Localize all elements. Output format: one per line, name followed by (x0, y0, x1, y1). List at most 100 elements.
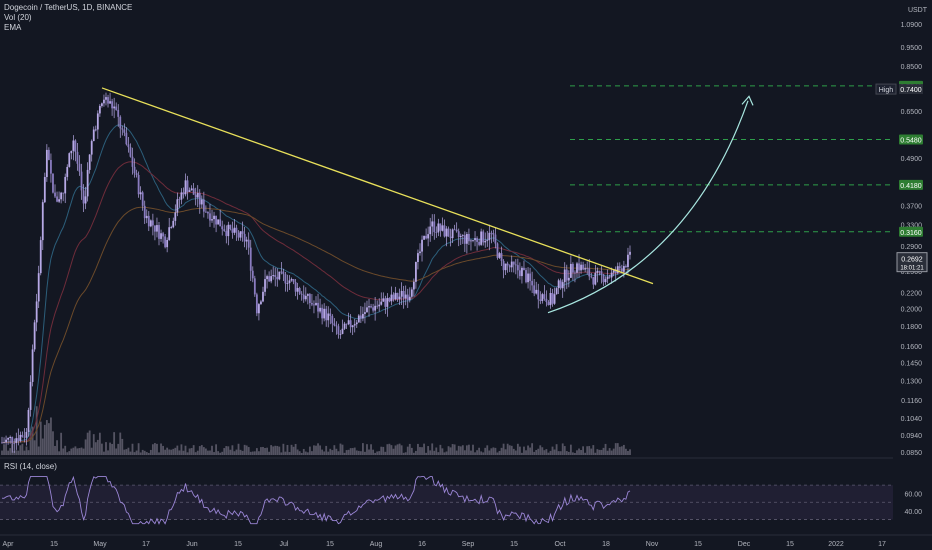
candle-body (245, 239, 248, 242)
candle-body (437, 223, 440, 233)
candle-body (549, 292, 552, 306)
volume-bar (243, 444, 246, 455)
candle-body (476, 238, 478, 242)
candle-body (627, 254, 629, 268)
volume-bar (618, 446, 621, 455)
candle-body (488, 232, 491, 241)
volume-bar (274, 445, 277, 455)
candle-body (178, 199, 181, 201)
candle-body (417, 253, 419, 262)
volume-bar (127, 447, 130, 455)
volume-bar (260, 447, 262, 455)
candle-body (174, 212, 177, 221)
volume-bar (406, 446, 409, 455)
candle-body (351, 325, 354, 328)
volume-bar (29, 430, 32, 455)
volume-bar (143, 450, 146, 455)
volume-bar (496, 452, 499, 455)
volume-bar (431, 443, 434, 455)
candle-body (425, 235, 428, 239)
candle-body (133, 166, 136, 174)
candle-body (207, 212, 209, 214)
volume-bar (555, 444, 558, 455)
time-tick: 15 (786, 541, 794, 548)
candle-body (386, 297, 389, 307)
volume-bar (284, 451, 287, 455)
candle-body (217, 219, 220, 225)
candle-body (78, 163, 81, 172)
volume-layer (1, 406, 631, 455)
price-axis: USDT 1.0900 0.9500 0.8500 0.6500 0.4900 0.3700… (875, 0, 932, 535)
candle-body (229, 224, 232, 230)
candle-body (262, 291, 264, 302)
volume-bar (445, 451, 448, 455)
volume-bar (545, 449, 548, 455)
volume-bar (78, 448, 81, 455)
volume-bar (5, 445, 7, 455)
candle-body (94, 129, 97, 131)
candle-body (533, 285, 536, 294)
time-tick: 16 (418, 541, 426, 548)
volume-bar (366, 444, 368, 455)
volume-bar (504, 449, 507, 455)
candle-body (276, 276, 279, 280)
ema-line (2, 161, 631, 443)
volume-bar (227, 446, 230, 455)
candle-body (433, 221, 436, 233)
volume-bar (168, 449, 171, 455)
volume-bar (109, 442, 111, 455)
volume-bar (223, 448, 226, 455)
candle-body (233, 227, 236, 233)
candle-body (115, 106, 118, 110)
volume-bar (200, 445, 203, 455)
candle-body (90, 141, 93, 155)
candle-body (68, 153, 71, 167)
volume-bar (400, 445, 403, 455)
volume-bar (392, 448, 395, 455)
candle-body (343, 323, 346, 329)
candle-body (202, 199, 205, 212)
candle-body (500, 253, 503, 261)
candle-body (359, 315, 362, 319)
rsi-legend: RSI (14, close) (4, 462, 57, 471)
volume-bar (604, 443, 607, 455)
volume-bar (160, 443, 162, 455)
volume-bar (215, 444, 217, 455)
volume-bar (121, 438, 124, 455)
volume-bar (380, 446, 383, 455)
candle-body (614, 270, 617, 274)
candle-body (17, 438, 20, 441)
chart-legend: Dogecoin / TetherUS, 1D, BINANCE Vol (20… (4, 3, 132, 33)
volume-bar (374, 452, 377, 455)
volume-bar (455, 450, 458, 455)
candle-body (25, 431, 28, 438)
volume-bar (622, 444, 625, 455)
candle-body (412, 281, 415, 290)
volume-bar (292, 446, 295, 455)
candle-body (604, 279, 607, 283)
volume-bar (523, 446, 525, 455)
candle-body (311, 303, 313, 305)
volume-bar (567, 451, 570, 455)
candle-body (588, 268, 591, 277)
candle-body (184, 180, 187, 195)
candles-layer (1, 92, 631, 453)
volume-bar (119, 432, 122, 455)
volume-bar (612, 448, 615, 455)
candle-body (92, 129, 95, 142)
volume-bar (103, 451, 105, 455)
volume-bar (188, 448, 191, 455)
price-tick: 0.1450 (901, 360, 923, 367)
symbol-title: Dogecoin / TetherUS, 1D, BINANCE (4, 3, 133, 12)
volume-bar (355, 450, 358, 455)
volume-bar (529, 447, 531, 455)
volume-bar (1, 450, 3, 455)
volume-bar (384, 451, 387, 455)
volume-bar (258, 451, 260, 455)
volume-bar (211, 445, 213, 455)
volume-bar (302, 448, 305, 455)
volume-bar (627, 450, 629, 455)
volume-bar (164, 449, 167, 455)
candle-body (563, 269, 566, 283)
